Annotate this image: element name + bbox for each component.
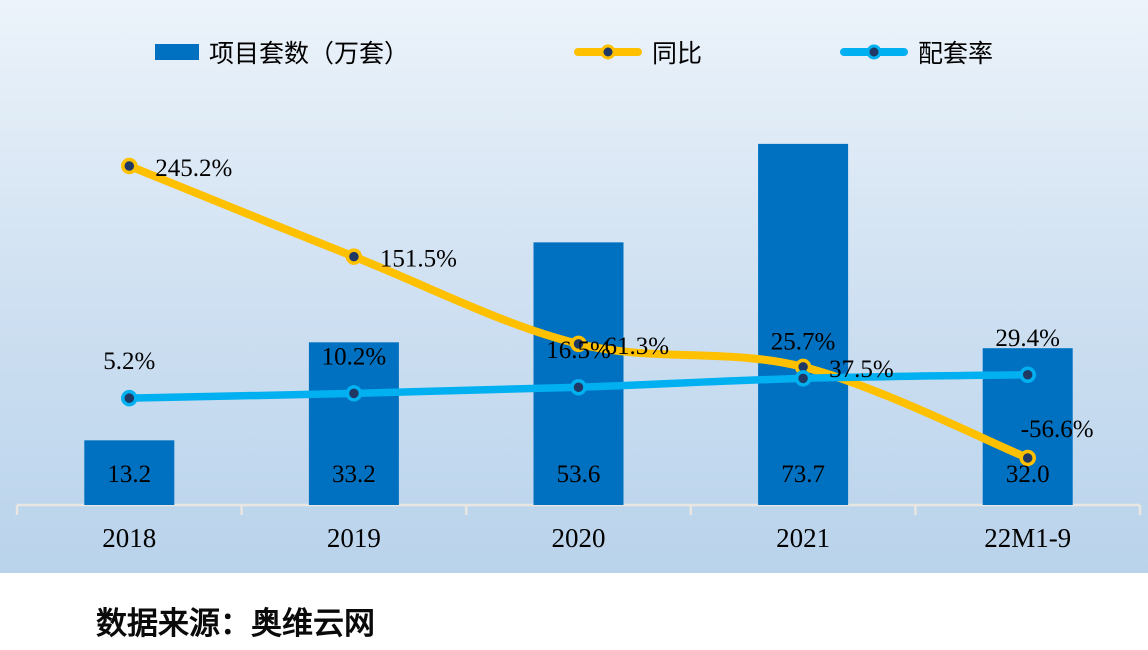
x-axis-label-2021: 2021	[776, 523, 830, 553]
yoy-label-2021: 37.5%	[829, 356, 894, 383]
data-source-text: 数据来源：奥维云网	[96, 606, 375, 641]
x-axis-label-2019: 2019	[327, 523, 381, 553]
legend-item-yoy-series: 同比	[574, 36, 702, 68]
bar-label-2020: 53.6	[557, 461, 601, 488]
yoy-point-2018	[121, 157, 138, 175]
rate-point-22M1-9	[1019, 366, 1036, 384]
yoy-label-22M1-9: -56.6%	[1021, 416, 1094, 443]
rate-label-22M1-9: 29.4%	[995, 325, 1060, 352]
yoy-point-2020	[570, 335, 587, 353]
rate-point-2020	[570, 378, 587, 396]
combo-chart-plot: 13.2 33.2 53.6 73.7 32.0 245.2% 151.5% 61.3% 37.…	[15, 143, 1142, 553]
bar-label-2018: 13.2	[107, 461, 151, 488]
legend-item-rate-series: 配套率	[840, 36, 993, 68]
legend-label-rate-series: 配套率	[918, 41, 994, 68]
rate-line-marker-icon	[840, 44, 908, 60]
yoy-label-2019: 151.5%	[380, 246, 457, 273]
yoy-line-marker-icon	[574, 44, 642, 60]
rate-label-2018: 5.2%	[103, 348, 155, 375]
legend-label-bar-series: 项目套数（万套）	[209, 41, 410, 68]
yoy-label-2018: 245.2%	[155, 155, 232, 182]
chart-background: 13.2 33.2 53.6 73.7 32.0 245.2% 151.5% 61.3% 37.…	[0, 0, 1148, 573]
rate-label-2019: 10.2%	[322, 343, 387, 370]
rate-label-2020: 16.5%	[546, 337, 611, 364]
bar-label-2019: 33.2	[332, 461, 376, 488]
rate-point-2018	[121, 389, 138, 407]
bar-label-2021: 73.7	[781, 461, 825, 488]
x-axis-label-22M1-9: 22M1-9	[984, 523, 1071, 553]
bar-2018	[84, 440, 175, 505]
legend-item-bar-series: 项目套数（万套）	[155, 36, 409, 68]
chart-legend: 项目套数（万套） 同比 配套率	[0, 0, 1148, 80]
bar-label-22M1-9: 32.0	[1006, 461, 1050, 488]
rate-point-2021	[794, 370, 812, 387]
legend-label-yoy-series: 同比	[652, 41, 703, 68]
x-axis-label-2018: 2018	[102, 523, 156, 553]
bar-2019	[308, 342, 399, 505]
yoy-point-22M1-9	[1019, 449, 1036, 467]
yoy-point-2019	[345, 248, 363, 265]
bar-2021	[758, 143, 849, 505]
x-axis-label-2020: 2020	[552, 523, 606, 553]
rate-label-2021: 25.7%	[771, 328, 836, 355]
rate-point-2019	[345, 385, 363, 402]
bar-2020	[533, 242, 624, 506]
bar-series-swatch-icon	[155, 44, 199, 60]
yoy-label-2020: 61.3%	[605, 333, 670, 360]
